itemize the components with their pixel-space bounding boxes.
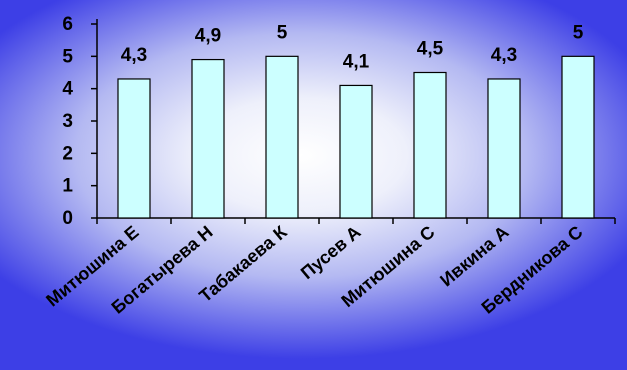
bar [339, 84, 373, 219]
data-label: 4,3 [121, 45, 147, 66]
data-label: 5 [277, 22, 288, 43]
y-tick-label: 6 [62, 14, 73, 35]
data-label: 4,1 [343, 51, 370, 72]
y-tick-label: 4 [62, 79, 73, 100]
data-label: 4,9 [195, 26, 221, 47]
bar [561, 55, 595, 219]
data-label: 4,3 [491, 45, 517, 66]
data-label: 5 [573, 22, 584, 43]
y-tick-label: 3 [62, 111, 73, 132]
y-tick-label: 2 [62, 143, 73, 164]
category-label: Пусев А [297, 222, 365, 283]
bar [413, 71, 447, 219]
category-label: Ивкина А [436, 222, 512, 291]
bar [265, 55, 299, 219]
bar [117, 78, 151, 219]
y-tick-label: 5 [62, 46, 73, 67]
data-label: 4,5 [417, 39, 444, 60]
bar [487, 78, 521, 219]
y-tick-label: 0 [62, 208, 73, 229]
y-tick-label: 1 [62, 176, 73, 197]
bar [191, 58, 225, 219]
